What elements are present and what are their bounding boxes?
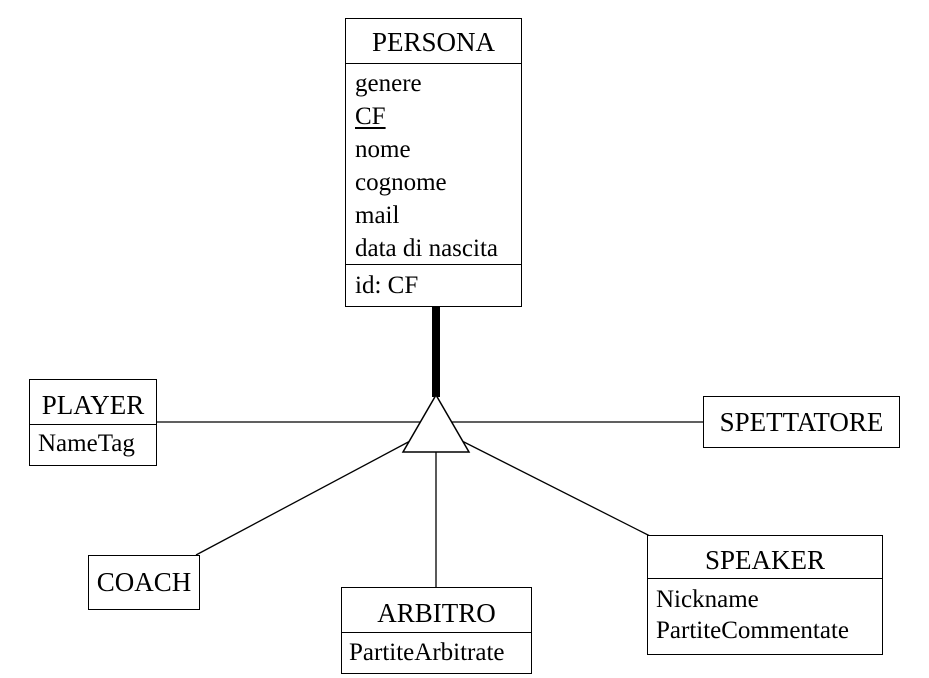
entity-spettatore: SPETTATORE: [703, 396, 900, 448]
link-speaker: [459, 439, 651, 537]
attribute-cf-key: CF: [355, 103, 386, 130]
attribute-genere: genere: [355, 70, 422, 97]
entity-spettatore-name: SPETTATORE: [719, 407, 884, 437]
entity-persona-name: PERSONA: [371, 27, 496, 57]
entity-speaker-attributes: Nickname PartiteCommentate: [648, 578, 882, 646]
entity-arbitro: ARBITRO PartiteArbitrate: [341, 587, 532, 674]
attribute-nametag: NameTag: [38, 430, 135, 457]
entity-player-attributes: NameTag: [30, 424, 156, 463]
entity-coach-name: COACH: [96, 567, 192, 597]
attribute-nickname: Nickname: [656, 586, 759, 613]
entity-arbitro-name: ARBITRO: [377, 598, 496, 628]
generalization-triangle: [401, 393, 471, 453]
entity-player: PLAYER NameTag: [29, 379, 157, 466]
attribute-partite-commentate: PartiteCommentate: [656, 617, 850, 644]
entity-persona-identifier: id: CF: [346, 264, 521, 307]
entity-speaker: SPEAKER Nickname PartiteCommentate: [647, 535, 883, 655]
attribute-nome: nome: [355, 136, 411, 163]
entity-persona: PERSONA genere CF nome cognome mail data…: [345, 18, 522, 307]
entity-arbitro-attributes: PartiteArbitrate: [342, 632, 531, 673]
attribute-data-di-nascita: data di nascita: [355, 235, 498, 262]
attribute-cognome: cognome: [355, 169, 447, 196]
entity-persona-attributes: genere CF nome cognome mail data di nasc…: [346, 63, 521, 264]
attribute-mail: mail: [355, 202, 400, 229]
entity-speaker-name: SPEAKER: [704, 545, 826, 575]
entity-coach: COACH: [88, 555, 200, 610]
attribute-partite-arbitrate: PartiteArbitrate: [349, 639, 505, 666]
link-coach: [195, 439, 413, 556]
entity-player-name: PLAYER: [41, 390, 145, 420]
